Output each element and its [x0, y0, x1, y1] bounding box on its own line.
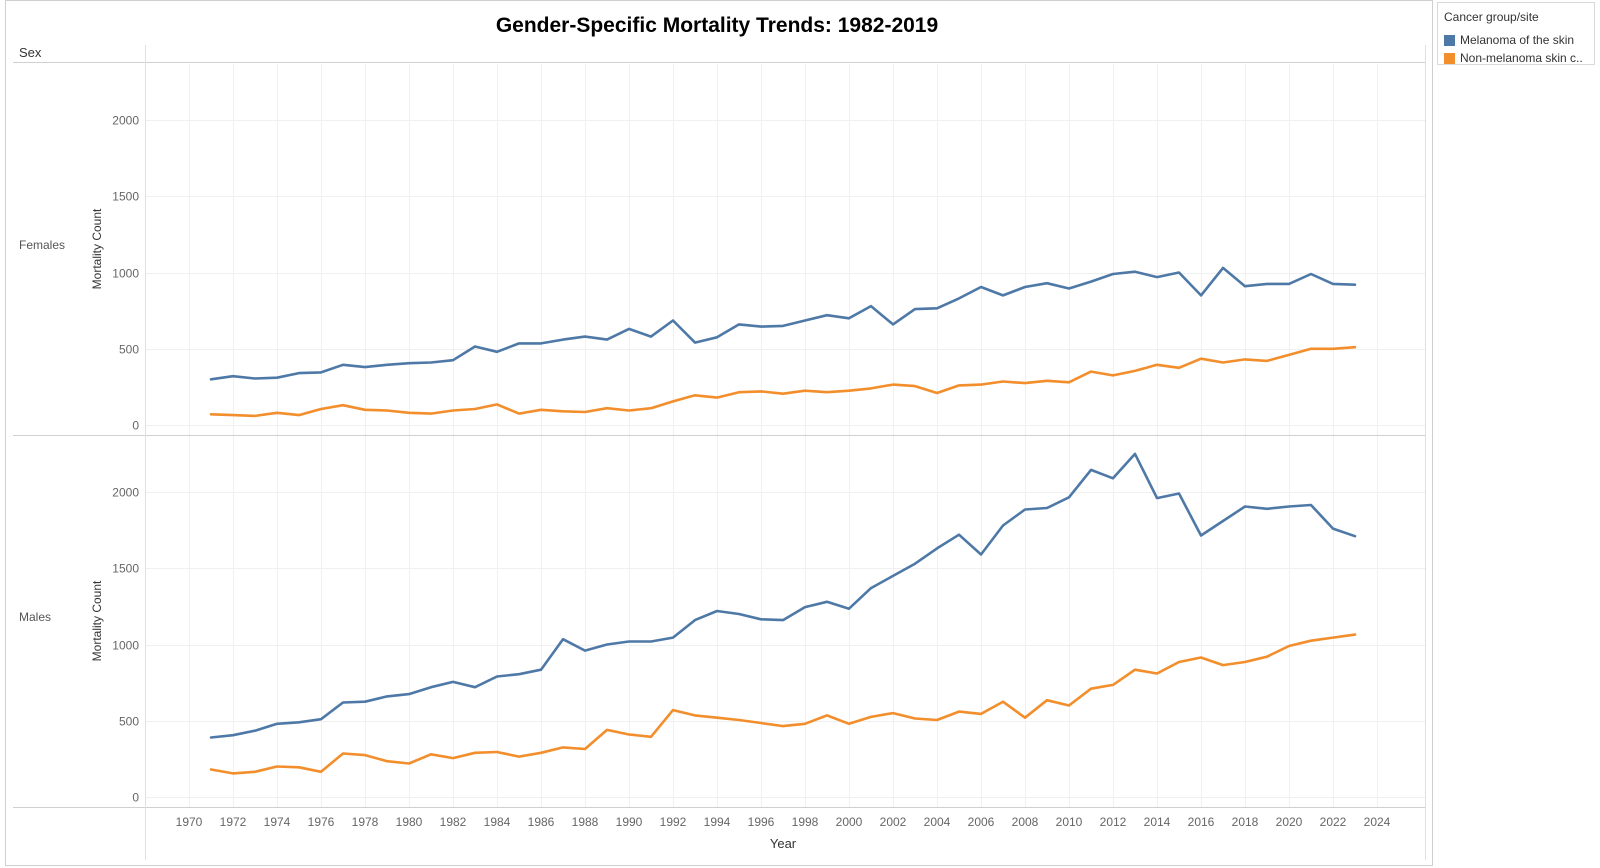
- legend-item-non-melanoma[interactable]: Non-melanoma skin c..: [1444, 51, 1592, 65]
- x-tick-label: 2016: [1188, 815, 1215, 829]
- x-tick-label: 1974: [264, 815, 291, 829]
- x-tick-label: 1972: [220, 815, 247, 829]
- x-tick-label: 2014: [1144, 815, 1171, 829]
- series-layer: [209, 266, 1357, 775]
- x-tick-label: 2018: [1232, 815, 1259, 829]
- y-tick-label: 2000: [112, 486, 139, 500]
- x-tick-label: 2024: [1364, 815, 1391, 829]
- legend-label-melanoma: Melanoma of the skin: [1460, 33, 1575, 47]
- y-tick-label: 1000: [112, 267, 139, 281]
- y-tick-label: 500: [119, 343, 139, 357]
- x-tick-label: 1982: [440, 815, 467, 829]
- legend-label-non-melanoma: Non-melanoma skin c..: [1460, 51, 1583, 65]
- x-tick-label: 2010: [1056, 815, 1083, 829]
- x-tick-label: 2020: [1276, 815, 1303, 829]
- x-tick-label: 2012: [1100, 815, 1127, 829]
- melanoma-line-females: [209, 266, 1357, 381]
- x-tick-label: 2008: [1012, 815, 1039, 829]
- x-tick-label: 1992: [660, 815, 687, 829]
- axes-layer: 0 500 1000 1500 2000 Mortality Count Females 0 5…: [13, 45, 1426, 860]
- y-tick-label: 2000: [112, 114, 139, 128]
- x-tick-label: 2002: [880, 815, 907, 829]
- legend: Cancer group/site Melanoma of the skin N…: [1437, 2, 1595, 65]
- non-melanoma-line-females: [209, 345, 1357, 418]
- x-tick-label: 1988: [572, 815, 599, 829]
- legend-item-melanoma[interactable]: Melanoma of the skin: [1444, 33, 1592, 47]
- y-tick-label: 0: [132, 419, 139, 433]
- chart-title: Gender-Specific Mortality Trends: 1982-2…: [496, 14, 938, 37]
- x-tick-label: 1978: [352, 815, 379, 829]
- x-tick-label: 1994: [704, 815, 731, 829]
- x-tick-label: 2004: [924, 815, 951, 829]
- melanoma-line-males: [209, 452, 1357, 739]
- x-tick-label: 1984: [484, 815, 511, 829]
- x-tick-label: 1970: [176, 815, 203, 829]
- y-tick-label: 1000: [112, 639, 139, 653]
- x-tick-label: 1998: [792, 815, 819, 829]
- row-label-males: Males: [19, 610, 51, 624]
- non-melanoma-line-males: [209, 633, 1357, 775]
- legend-title: Cancer group/site: [1444, 10, 1539, 24]
- y-tick-label: 1500: [112, 190, 139, 204]
- x-tick-label: 1976: [308, 815, 335, 829]
- x-tick-label: 1980: [396, 815, 423, 829]
- chart-svg: 0 500 1000 1500 2000 Mortality Count Females 0 5…: [13, 14, 1426, 860]
- y-axis-title: Mortality Count: [90, 580, 104, 661]
- chart-frame: [5, 0, 1433, 866]
- x-tick-label: 2022: [1320, 815, 1347, 829]
- x-axis-title: Year: [770, 836, 797, 851]
- x-tick-label: 1986: [528, 815, 555, 829]
- y-axis-title: Mortality Count: [90, 208, 104, 289]
- x-tick-label: 2000: [836, 815, 863, 829]
- legend-swatch-melanoma: [1444, 34, 1455, 46]
- row-label-females: Females: [19, 238, 65, 252]
- x-tick-label: 1996: [748, 815, 775, 829]
- y-tick-label: 1500: [112, 562, 139, 576]
- row-header-sex: Sex: [19, 45, 42, 60]
- y-tick-label: 0: [132, 791, 139, 805]
- y-tick-label: 500: [119, 715, 139, 729]
- x-tick-label: 1990: [616, 815, 643, 829]
- legend-swatch-non-melanoma: [1444, 52, 1455, 64]
- x-tick-label: 2006: [968, 815, 995, 829]
